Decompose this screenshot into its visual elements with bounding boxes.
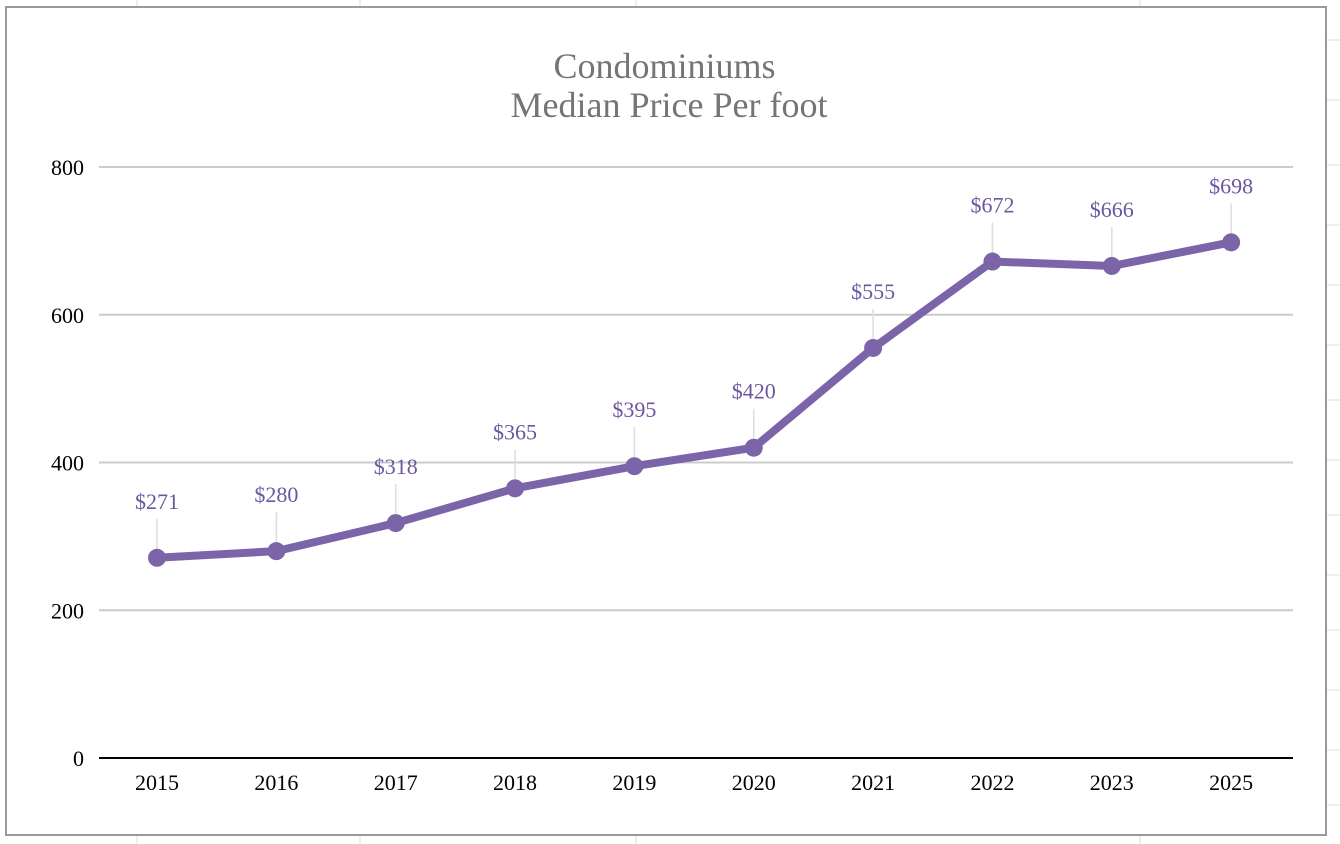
data-point[interactable] <box>148 548 166 567</box>
x-tick-label: 2020 <box>732 770 776 795</box>
x-tick-label: 2021 <box>851 770 895 795</box>
x-tick-label: 2015 <box>135 770 179 795</box>
data-label: $280 <box>254 482 298 507</box>
x-axis: 2015 2016 2017 2018 2019 2020 2021 2022 2023 2025 <box>99 757 1293 795</box>
y-tick-label: 0 <box>73 746 84 771</box>
data-label: $365 <box>493 419 537 444</box>
y-axis-tick-labels: 0 200 400 600 800 <box>51 155 84 771</box>
x-tick-label: 2019 <box>612 770 656 795</box>
data-point[interactable] <box>267 542 286 561</box>
chart-title-line-1: Condominiums <box>553 46 775 86</box>
data-point[interactable] <box>1222 233 1241 252</box>
x-tick-label: 2025 <box>1209 770 1253 795</box>
x-tick-label: 2023 <box>1090 770 1134 795</box>
data-point[interactable] <box>864 338 883 357</box>
y-tick-label: 400 <box>51 451 84 476</box>
data-label: $395 <box>612 397 656 422</box>
chart-frame[interactable] <box>5 6 1327 836</box>
x-tick-label: 2016 <box>254 770 298 795</box>
chart-title-line-2: Median Price Per foot <box>511 85 828 125</box>
data-point[interactable] <box>983 252 1002 271</box>
gridlines <box>99 166 1293 612</box>
data-point[interactable] <box>744 438 763 457</box>
series-line-layer <box>153 238 1236 562</box>
y-tick-label: 200 <box>51 598 84 623</box>
data-label: $318 <box>374 454 418 479</box>
y-tick-label: 800 <box>51 155 84 180</box>
data-label: $666 <box>1090 197 1134 222</box>
data-label: $420 <box>732 379 776 404</box>
x-tick-label: 2017 <box>374 770 418 795</box>
data-label: $698 <box>1209 173 1253 198</box>
x-tick-label: 2022 <box>970 770 1014 795</box>
data-point[interactable] <box>625 457 644 476</box>
data-label-leader-lines <box>156 203 1232 550</box>
x-tick-label: 2018 <box>493 770 537 795</box>
data-points <box>148 233 1241 567</box>
series-line <box>153 238 1236 562</box>
data-labels: $271 $280 $318 $365 $395 $420 $555 $672 $666 $698 <box>135 173 1253 513</box>
data-label: $672 <box>970 193 1014 218</box>
data-point[interactable] <box>1102 256 1121 275</box>
y-tick-label: 600 <box>51 303 84 328</box>
data-label: $271 <box>135 489 179 514</box>
data-point[interactable] <box>506 479 525 498</box>
data-point[interactable] <box>386 514 405 533</box>
data-label: $555 <box>851 279 895 304</box>
chart-title: Condominiums Median Price Per foot <box>511 46 828 125</box>
